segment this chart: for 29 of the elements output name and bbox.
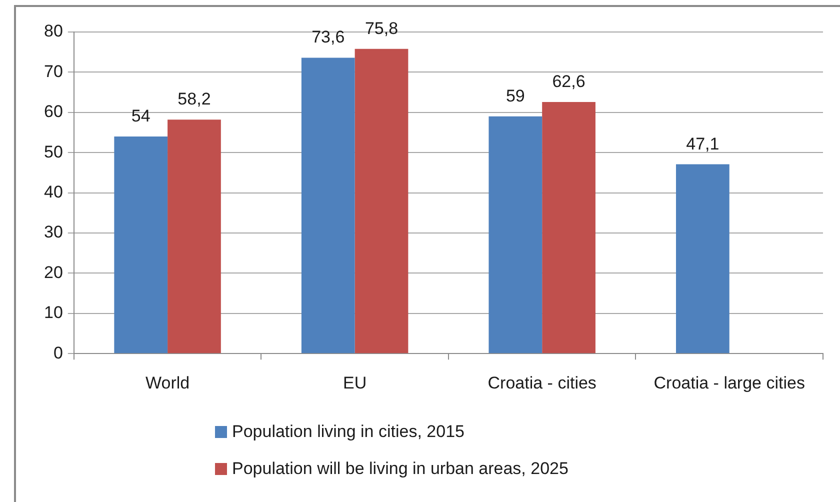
y-tick-label: 50: [44, 142, 63, 162]
bar: [301, 58, 355, 354]
y-tick-label: 70: [44, 62, 63, 81]
y-tick-label: 0: [53, 343, 63, 362]
y-tick-label: 80: [44, 22, 63, 41]
data-label: 59: [506, 86, 525, 106]
data-label: 58,2: [178, 90, 211, 109]
data-label: 54: [131, 106, 150, 126]
bar: [114, 136, 168, 354]
data-label: 47,1: [686, 134, 720, 154]
y-tick-label: 20: [44, 262, 63, 282]
legend-label: Population living in cities, 2015: [232, 422, 464, 442]
bar: [676, 164, 730, 354]
y-tick-label: 60: [44, 102, 63, 122]
bar: [542, 102, 596, 354]
data-label: 62,6: [552, 72, 586, 91]
y-tick-label: 30: [44, 222, 63, 242]
x-tick-label: EU: [343, 373, 367, 392]
bar: [488, 116, 542, 354]
legend-label: Population will be living in urban areas, 2025: [232, 459, 568, 479]
data-label: 73,6: [312, 28, 345, 47]
x-tick-label: Croatia - large cities: [654, 373, 805, 392]
x-tick-label: Croatia - cities: [488, 373, 596, 392]
y-tick-label: 40: [44, 182, 63, 202]
data-label: 75,8: [364, 18, 398, 38]
bar: [354, 48, 408, 354]
bar: [168, 120, 221, 354]
y-tick-label: 10: [44, 303, 63, 322]
x-tick-label: World: [146, 373, 190, 392]
